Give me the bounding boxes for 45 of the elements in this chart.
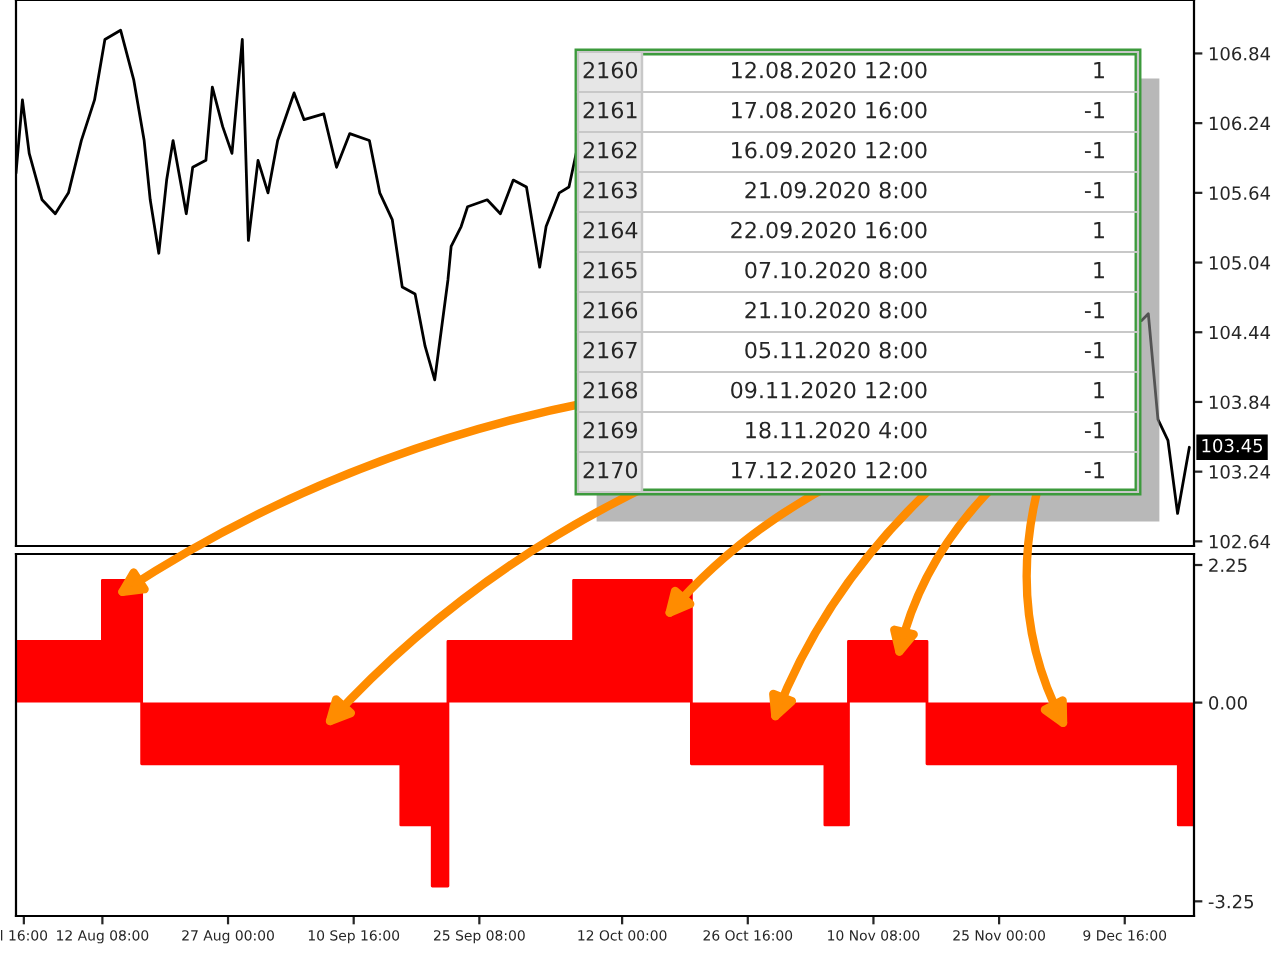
annotation: -1 <box>1084 461 1104 479</box>
annotation: 16.09.2020 12:00 <box>732 141 927 159</box>
annotation: 2163 <box>583 181 637 199</box>
annotation: 17.12.2020 12:00 <box>732 461 927 479</box>
y-tick-label: 105.64 <box>1209 186 1271 200</box>
annotation: 2162 <box>583 141 637 159</box>
annotation: 2168 <box>583 381 638 399</box>
y-tick-label: 103.24 <box>1209 465 1271 479</box>
annotation: 12.08.2020 12:00 <box>732 61 927 79</box>
annotation: 07.10.2020 8:00 <box>745 261 927 279</box>
annotation: 17.08.2020 16:00 <box>732 101 927 119</box>
annotation: 2165 <box>583 261 637 279</box>
y-tick-label: 106.84 <box>1209 46 1271 61</box>
y-tick-label: 0.00 <box>1209 696 1247 710</box>
annotation: -1 <box>1084 421 1104 439</box>
y-tick-label: 103.84 <box>1209 395 1271 410</box>
annotation: 05.11.2020 8:00 <box>745 341 927 359</box>
annotation: 2169 <box>583 421 637 439</box>
y-tick-label: 104.44 <box>1209 325 1271 340</box>
y-tick-label: 2.25 <box>1209 558 1247 573</box>
annotation: -1 <box>1084 341 1104 359</box>
annotation: 1 <box>1094 381 1104 399</box>
annotation: 2164 <box>583 221 638 239</box>
annotation: 2160 <box>583 61 638 79</box>
annotation: 22.09.2020 16:00 <box>731 221 927 239</box>
annotation: 21.09.2020 8:00 <box>745 181 927 199</box>
annotation: 1 <box>1094 221 1104 239</box>
annotation: 2170 <box>583 461 638 479</box>
annotation: 103.45 <box>1202 438 1263 453</box>
y-tick-label: 105.04 <box>1209 256 1271 270</box>
annotation: 21.10.2020 8:00 <box>745 301 927 319</box>
annotation: 1 <box>1094 261 1104 279</box>
annotation: 2161 <box>583 101 637 119</box>
y-tick-label: 106.24 <box>1209 116 1271 131</box>
annotation: 2167 <box>583 341 637 359</box>
annotation: 09.11.2020 12:00 <box>731 381 927 399</box>
y-tick-label: -3.25 <box>1208 894 1254 909</box>
annotation: -1 <box>1084 181 1104 199</box>
y-tick-label: 102.64 <box>1209 534 1271 549</box>
annotation: 1 <box>1094 61 1104 79</box>
annotation: -1 <box>1084 301 1104 319</box>
annotation: 2166 <box>583 301 638 319</box>
annotation: -1 <box>1084 141 1104 159</box>
annotation: -1 <box>1084 101 1104 119</box>
annotation: 18.11.2020 4:00 <box>746 421 927 439</box>
